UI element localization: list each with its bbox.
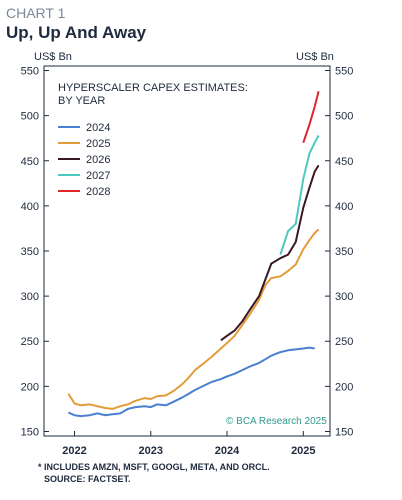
y-tick-label-left: 200 xyxy=(21,381,39,393)
y-tick-label-left: 500 xyxy=(21,111,39,123)
series-line-2025 xyxy=(67,228,320,410)
y-tick-label-left: 300 xyxy=(21,291,39,303)
y-tick-label-left: 450 xyxy=(21,156,39,168)
y-tick-label-right: 550 xyxy=(335,66,353,78)
series-line-2026 xyxy=(220,164,320,342)
y-tick-label-right: 450 xyxy=(335,156,353,168)
y-tick-label-right: 400 xyxy=(335,201,353,213)
y-tick-label-right: 350 xyxy=(335,246,353,258)
x-tick-label: 2025 xyxy=(291,445,315,457)
inner-chart-subtitle: BY YEAR xyxy=(58,95,105,107)
y-tick-label-right: 200 xyxy=(335,381,353,393)
legend-label-2025: 2025 xyxy=(86,138,110,150)
right-axis-unit: US$ Bn xyxy=(296,51,334,63)
x-tick-label: 2024 xyxy=(215,445,240,457)
series-line-2024 xyxy=(67,346,315,418)
watermark: © BCA Research 2025 xyxy=(226,416,327,427)
left-axis-unit: US$ Bn xyxy=(34,51,72,63)
series-line-2028 xyxy=(302,91,320,144)
series-line-2027 xyxy=(279,135,320,255)
footnote-line-1: * INCLUDES AMZN, MSFT, GOOGL, META, AND … xyxy=(38,462,270,472)
legend-label-2026: 2026 xyxy=(86,154,110,166)
y-tick-label-left: 400 xyxy=(21,201,39,213)
series-lines xyxy=(67,91,320,418)
y-tick-label-right: 250 xyxy=(335,336,353,348)
chart-kicker: CHART 1 xyxy=(6,5,66,21)
legend-label-2027: 2027 xyxy=(86,170,110,182)
y-tick-label-right: 300 xyxy=(335,291,353,303)
y-tick-label-left: 250 xyxy=(21,336,39,348)
y-tick-label-right: 150 xyxy=(335,426,353,438)
x-tick-label: 2023 xyxy=(139,445,163,457)
inner-chart-title: HYPERSCALER CAPEX ESTIMATES: xyxy=(58,82,248,94)
y-tick-label-right: 500 xyxy=(335,111,353,123)
y-tick-label-left: 150 xyxy=(21,426,39,438)
y-tick-label-left: 350 xyxy=(21,246,39,258)
footnote-line-2: SOURCE: FACTSET. xyxy=(44,474,131,484)
legend-label-2024: 2024 xyxy=(86,122,110,134)
legend: 2024 2025 2026 2027 2028 xyxy=(58,122,110,198)
y-tick-label-left: 550 xyxy=(21,66,39,78)
legend-label-2028: 2028 xyxy=(86,186,110,198)
x-tick-label: 2022 xyxy=(62,445,86,457)
chart-title: Up, Up And Away xyxy=(6,23,147,42)
axis-ticks: 150 150 200 200 250 250 300 300 350 350 400 400 450 4… xyxy=(21,66,354,457)
